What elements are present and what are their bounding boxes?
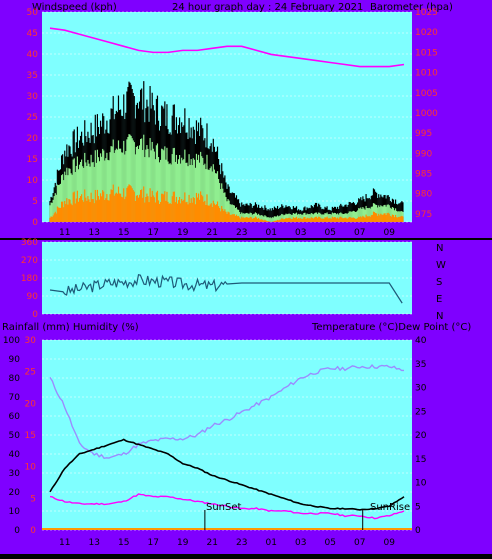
wind-y-tick: 30: [27, 92, 39, 102]
x-tick-label-bottom: 07: [354, 538, 365, 548]
barometer-y-tick: 985: [415, 170, 432, 180]
wind-y-tick: 0: [32, 218, 38, 228]
wind-y-tick: 10: [27, 176, 39, 186]
humidity-y-tick: 70: [9, 393, 21, 403]
barometer-y-tick: 1010: [415, 69, 438, 79]
x-tick-label-bottom: 13: [89, 538, 100, 548]
x-tick-label-top: 05: [325, 228, 336, 238]
sunrise-label: SunRise: [370, 502, 410, 513]
x-tick-label-top: 01: [266, 228, 277, 238]
humidity-y-tick: 80: [9, 374, 21, 384]
x-tick-label-bottom: 19: [177, 538, 189, 548]
x-tick-label-top: 07: [354, 228, 365, 238]
temperature-y-tick: 30: [415, 384, 427, 394]
humidity-y-tick: 30: [9, 469, 21, 479]
x-tick-label-bottom: 15: [118, 538, 129, 548]
humidity-y-tick: 10: [9, 507, 21, 517]
wind-y-tick: 5: [32, 197, 38, 207]
rainfall-y-tick: 0: [30, 526, 36, 536]
x-tick-label-bottom: 23: [236, 538, 247, 548]
direction-y-tick: 90: [27, 292, 39, 302]
x-tick-label-bottom: 21: [207, 538, 218, 548]
direction-label-n-bottom: N: [436, 311, 443, 322]
x-tick-label-top: 15: [118, 228, 129, 238]
sunset-label: SunSet: [206, 502, 242, 513]
wind-y-tick: 50: [27, 8, 39, 18]
x-tick-label-top: 23: [236, 228, 247, 238]
direction-y-tick: 270: [21, 256, 38, 266]
wind-y-tick: 35: [27, 71, 38, 81]
barometer-axis-title: Barometer (hpa): [370, 2, 453, 13]
rainfall-y-tick: 30: [25, 336, 37, 346]
humidity-y-tick: 40: [9, 450, 21, 460]
x-tick-label-bottom: 09: [384, 538, 396, 548]
temperature-dewpoint-axis-title: Temperature (°C)Dew Point (°C): [311, 322, 471, 333]
direction-label-e: E: [436, 294, 442, 305]
barometer-y-tick: 1020: [415, 28, 438, 38]
humidity-y-tick: 20: [9, 488, 21, 498]
temperature-y-tick: 0: [415, 526, 421, 536]
temperature-y-tick: 10: [415, 479, 427, 489]
barometer-y-tick: 995: [415, 129, 432, 139]
humidity-y-tick: 90: [9, 355, 21, 365]
direction-y-tick: 360: [21, 238, 38, 248]
x-tick-label-bottom: 17: [148, 538, 159, 548]
humidity-y-tick: 0: [14, 526, 20, 536]
dew-point-line: [49, 493, 405, 520]
direction-label-s: S: [436, 277, 442, 288]
wind-direction-line: [49, 274, 403, 304]
barometer-y-tick: 1015: [415, 48, 438, 58]
temperature-y-tick: 20: [415, 431, 427, 441]
humidity-line: [49, 364, 405, 460]
x-tick-label-bottom: 11: [59, 538, 70, 548]
barometer-y-tick: 975: [415, 210, 432, 220]
x-tick-label-top: 19: [177, 228, 189, 238]
barometer-y-tick: 980: [415, 190, 432, 200]
wind-y-tick: 40: [27, 50, 39, 60]
temperature-line: [49, 438, 405, 511]
rainfall-y-tick: 5: [30, 494, 36, 504]
wind-y-tick: 15: [27, 155, 38, 165]
humidity-y-tick: 60: [9, 412, 21, 422]
direction-y-tick: 180: [21, 274, 38, 284]
temperature-y-tick: 25: [415, 407, 426, 417]
x-tick-label-bottom: 03: [295, 538, 306, 548]
x-tick-label-top: 13: [89, 228, 100, 238]
barometer-y-tick: 990: [415, 149, 432, 159]
rainfall-humidity-axis-title: Rainfall (mm) Humidity (%): [2, 322, 139, 333]
humidity-y-tick: 100: [3, 336, 20, 346]
x-tick-label-top: 03: [295, 228, 306, 238]
wind-y-tick: 45: [27, 29, 38, 39]
graph-title: 24 hour graph day : 24 February 2021: [172, 2, 363, 13]
rainfall-y-tick: 10: [25, 463, 37, 473]
direction-label-n-top: N: [436, 243, 443, 254]
rainfall-y-tick: 20: [25, 399, 37, 409]
barometer-line: [49, 27, 405, 68]
temperature-y-tick: 35: [415, 360, 426, 370]
direction-label-w: W: [436, 260, 446, 271]
charts-layer: 0510152025303540455097598098599099510001…: [3, 8, 438, 548]
x-tick-label-bottom: 01: [266, 538, 277, 548]
rainfall-y-tick: 25: [25, 368, 36, 378]
barometer-y-tick: 1025: [415, 8, 438, 18]
temperature-y-tick: 15: [415, 455, 426, 465]
x-tick-label-top: 09: [384, 228, 396, 238]
x-tick-label-top: 17: [148, 228, 159, 238]
barometer-y-tick: 1000: [415, 109, 438, 119]
wind-y-tick: 20: [27, 134, 39, 144]
barometer-y-tick: 1005: [415, 89, 438, 99]
windspeed-axis-title: Windspeed (kph): [32, 2, 117, 13]
x-tick-label-top: 11: [59, 228, 70, 238]
temperature-y-tick: 40: [415, 336, 427, 346]
direction-y-tick: 0: [32, 310, 38, 320]
x-tick-label-top: 21: [207, 228, 218, 238]
humidity-y-tick: 50: [9, 431, 21, 441]
x-tick-label-bottom: 05: [325, 538, 336, 548]
wind-y-tick: 25: [27, 113, 38, 123]
temperature-y-tick: 5: [415, 502, 421, 512]
rainfall-y-tick: 15: [25, 431, 36, 441]
